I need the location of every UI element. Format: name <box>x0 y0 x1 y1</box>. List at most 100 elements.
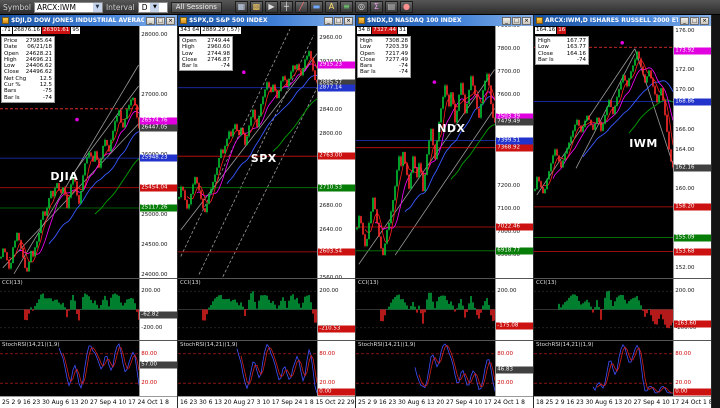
cci-pane: CCI(13) 200.00-200.00-163.60 <box>534 278 711 340</box>
panel-titlebar[interactable]: ARCX:IWM,D ISHARES RUSSELL 2000 ETF _ □ × <box>534 15 711 26</box>
panel-title: $SPX,D S&P 500 INDEX <box>189 17 268 24</box>
axis-tick: 2800.00 <box>319 131 342 137</box>
panel-titlebar[interactable]: $NDX,D NASDAQ 100 INDEX _ □ × <box>356 15 533 26</box>
stochrsi-canvas[interactable]: StochRSI(14,21)(1,9) <box>356 341 496 396</box>
info-row: Low 163.77 <box>538 44 586 51</box>
layout-grid-icon[interactable]: ▦ <box>234 1 248 13</box>
price-chart-area: 34 8 7327.44 31 High 7308.28 Low 7203.39 Open 7… <box>356 26 533 278</box>
quote-chip: 7327.44 <box>372 27 397 34</box>
ohlc-info-box: High 7308.28 Low 7203.39 Open 7217.49 Close 727… <box>357 36 411 78</box>
close-button[interactable]: × <box>166 16 175 25</box>
price-axis[interactable]: 28000.0027000.0026000.0025000.0024500.00… <box>139 26 177 278</box>
restore-button[interactable]: □ <box>156 16 165 25</box>
stochrsi-axis: 80.00 20.00 57.00 <box>139 341 177 396</box>
camera-icon[interactable]: ● <box>399 1 413 13</box>
price-badge: 25117.26 <box>140 204 177 212</box>
cci-canvas[interactable]: CCI(13) <box>356 279 496 340</box>
indicators-tool-icon[interactable]: Σ <box>369 1 383 13</box>
minimize-button[interactable]: _ <box>680 16 689 25</box>
axis-tick: 80.00 <box>319 350 335 357</box>
axis-tick: 7900.00 <box>497 26 520 29</box>
horizontal-line-tool-icon[interactable]: ▬ <box>309 1 323 13</box>
cci-canvas[interactable]: CCI(13) <box>0 279 140 340</box>
axis-tick: 24000.00 <box>141 272 168 278</box>
symbol-combobox[interactable]: ▼ <box>33 1 103 13</box>
stochrsi-value-badge: 46.83 <box>496 366 533 374</box>
info-row: Bar Is -74 <box>182 63 230 70</box>
chevron-down-icon[interactable]: ▼ <box>92 2 102 12</box>
stochrsi-canvas[interactable]: StochRSI(14,21)(1,9) <box>534 341 674 396</box>
restore-button[interactable]: □ <box>690 16 699 25</box>
symbol-label: Symbol <box>3 2 31 12</box>
quote-chip: 164.16 <box>535 27 557 34</box>
date-axis[interactable]: 25 2 9 16 23 30 Aug 6 13 20 27 Sep 4 10 … <box>0 396 177 408</box>
crosshair-tool-icon[interactable]: ┼ <box>279 1 293 13</box>
quote-strip: 34 8 7327.44 31 <box>357 27 407 34</box>
panels-row: $DJI,D DOW JONES INDUSTRIAL AVERAGE _ □ × … <box>0 15 720 408</box>
text-tool-icon[interactable]: A <box>324 1 338 13</box>
axis-tick: 2680.00 <box>319 203 342 209</box>
stochrsi-axis: 80.00 20.00 46.83 <box>495 341 533 396</box>
quote-chip: 2889.29 (.57) <box>201 27 241 34</box>
date-axis[interactable]: 18 25 2 9 16 23 30 Aug 6 13 20 27 Sep 4 … <box>534 396 711 408</box>
price-axis[interactable]: 2960.002920.002840.002800.002680.002640.… <box>317 26 355 278</box>
date-axis[interactable]: 25 2 9 16 23 30 Aug 6 13 20 27 Sep 4 10 … <box>356 396 533 408</box>
minimize-button[interactable]: _ <box>502 16 511 25</box>
cci-canvas[interactable]: CCI(13) <box>534 279 674 340</box>
price-chart-canvas[interactable]: .71 26876.16 26301.61 95 Price 27985.64 Date 0… <box>0 26 140 278</box>
price-axis[interactable]: 7900.00 7800.00 7700.00 7600.00 7200.00 7100.… <box>495 26 533 278</box>
panel-titlebar[interactable]: $SPX,D S&P 500 INDEX _ □ × <box>178 15 355 26</box>
panel-titlebar[interactable]: $DJI,D DOW JONES INDUSTRIAL AVERAGE _ □ × <box>0 15 177 26</box>
window-buttons: _ □ × <box>502 16 531 25</box>
stochrsi-value-badge: 0.00 <box>674 388 711 396</box>
stochrsi-pane: StochRSI(14,21)(1,9) 80.00 20.00 57.00 <box>0 340 177 396</box>
cci-value-badge: -175.08 <box>496 322 533 330</box>
restore-button[interactable]: □ <box>512 16 521 25</box>
trendline-tool-icon[interactable]: ╱ <box>294 1 308 13</box>
price-badge: 168.86 <box>674 98 711 105</box>
info-row: Close 7277.49 <box>360 56 408 63</box>
close-button[interactable]: × <box>344 16 353 25</box>
new-chart-icon[interactable]: ▩ <box>249 1 263 13</box>
date-axis[interactable]: 16 23 30 6 13 20 Aug 27 3 10 17 Sep 24 1… <box>178 396 355 408</box>
cci-value-badge: -62.82 <box>140 311 177 319</box>
minimize-button[interactable]: _ <box>146 16 155 25</box>
zoom-tool-icon[interactable]: ◎ <box>354 1 368 13</box>
minimize-button[interactable]: _ <box>324 16 333 25</box>
price-chart-canvas[interactable]: 34 8 7327.44 31 High 7308.28 Low 7203.39 Open 7… <box>356 26 496 278</box>
cci-canvas[interactable]: CCI(13) <box>178 279 318 340</box>
price-chart-canvas[interactable]: 343 64 2889.29 (.57) Open 2749.44 High 2960.… <box>178 26 318 278</box>
stochrsi-value-badge: 57.00 <box>140 361 177 369</box>
price-axis[interactable]: 176.00174.00172.00170.00166.00164.00160.… <box>673 26 711 278</box>
close-button[interactable]: × <box>700 16 709 25</box>
chart-window-icon <box>2 17 9 24</box>
stochrsi-label: StochRSI(14,21)(1,9) <box>358 342 416 348</box>
stochrsi-canvas[interactable]: StochRSI(14,21)(1,9) <box>178 341 318 396</box>
restore-button[interactable]: □ <box>334 16 343 25</box>
stochrsi-axis: 80.00 20.00 0.00 <box>673 341 711 396</box>
quote-chip: 34 8 <box>357 27 372 34</box>
price-badge: 155.09 <box>674 234 711 242</box>
cursor-tool-icon[interactable]: ▶ <box>264 1 278 13</box>
quote-chip: 26876.16 <box>12 27 41 34</box>
axis-tick: 166.00 <box>675 126 695 133</box>
quote-chip: 16 <box>557 27 567 34</box>
price-badge: 158.20 <box>674 203 711 211</box>
info-row: Low 7203.39 <box>360 44 408 51</box>
panel-title: ARCX:IWM,D ISHARES RUSSELL 2000 ETF <box>545 17 678 24</box>
price-badge: 2603.54 <box>318 248 355 256</box>
close-button[interactable]: × <box>522 16 531 25</box>
fibonacci-tool-icon[interactable]: ≡ <box>339 1 353 13</box>
axis-tick: 20.00 <box>497 380 513 387</box>
info-row: Bar Is -74 <box>360 69 408 76</box>
sessions-button[interactable]: All Sessions <box>170 1 222 13</box>
symbol-input[interactable] <box>34 2 93 12</box>
stochrsi-canvas[interactable]: StochRSI(14,21)(1,9) <box>0 341 140 396</box>
price-badge: 25948.23 <box>140 154 177 162</box>
axis-tick: 24500.00 <box>141 242 168 248</box>
print-icon[interactable]: ▤ <box>384 1 398 13</box>
price-chart-canvas[interactable]: 164.16 16 High 167.77 Low 163.77 Close 164.16 B… <box>534 26 674 278</box>
symbol-watermark: DJIA <box>50 169 79 183</box>
axis-tick: 2560.00 <box>319 275 342 278</box>
interval-dropdown[interactable]: D ▼ <box>137 1 168 13</box>
